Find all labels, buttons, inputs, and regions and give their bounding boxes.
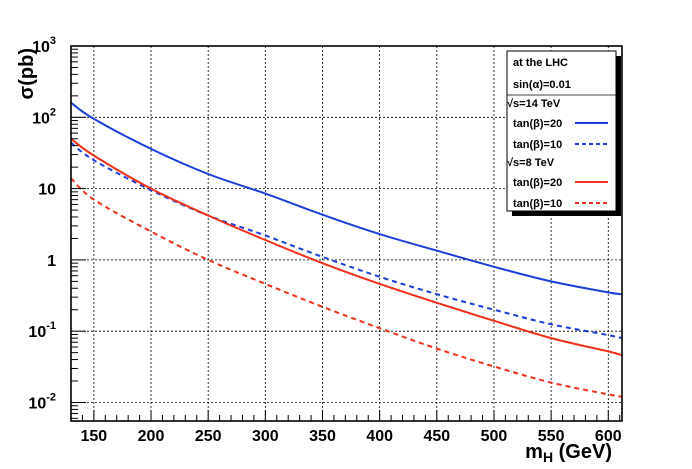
- y-tick-label: 102: [32, 106, 56, 127]
- x-tick-label: 500: [481, 428, 508, 445]
- series-lines: [70, 101, 623, 398]
- grid: [71, 45, 622, 421]
- legend-header-sin-alpha: sin(α)=0.01: [513, 79, 571, 91]
- legend-header-lhc: at the LHC: [513, 57, 568, 69]
- x-tick-label: 300: [252, 428, 279, 445]
- legend: at the LHC sin(α)=0.01 √s=14 TeV tan(β)=…: [506, 50, 621, 216]
- plot-frame: [70, 45, 623, 422]
- series-line-14tev-tanb10: [70, 141, 623, 340]
- legend-box: [506, 50, 617, 212]
- y-axis-title: σ(pb): [16, 48, 38, 99]
- x-tick-label: 150: [81, 428, 108, 445]
- legend-entry-8tev-tanb10: tan(β)=10: [513, 198, 562, 210]
- y-tick-label-base: 10: [28, 324, 46, 341]
- y-tick-label: 10: [38, 182, 56, 199]
- legend-entry-14tev-tanb20: tan(β)=20: [513, 118, 562, 130]
- x-axis-title-subscript: H: [543, 449, 553, 465]
- series-line-8tev-tanb10: [70, 177, 623, 398]
- y-tick-label: 10-2: [28, 391, 56, 412]
- x-tick-label: 600: [595, 428, 622, 445]
- legend-group-8tev: √s=8 TeV: [507, 157, 555, 169]
- x-tick-label: 200: [138, 428, 165, 445]
- y-tick-label-exponent: 3: [50, 35, 56, 47]
- x-tick-label: 450: [423, 428, 450, 445]
- x-tick-label: 350: [309, 428, 336, 445]
- y-tick-label: 10-1: [28, 320, 56, 341]
- x-tick-label: 400: [366, 428, 393, 445]
- legend-entry-8tev-tanb20: tan(β)=20: [513, 177, 562, 189]
- y-tick-label-base: 10: [32, 110, 50, 127]
- series-line-14tev-tanb20: [70, 101, 623, 296]
- series-line-8tev-tanb20: [70, 137, 623, 357]
- y-tick-label-base: 1: [47, 253, 56, 270]
- y-tick-label-base: 10: [32, 39, 50, 56]
- tick-labels: 150 200 250 300 350 400 450 500 550 60010-210-111…: [28, 35, 621, 445]
- y-tick-label: 1: [47, 253, 56, 270]
- y-tick-label-base: 10: [28, 395, 46, 412]
- x-axis-title: mH (GeV): [525, 441, 612, 465]
- x-tick-label: 550: [538, 428, 565, 445]
- y-tick-label-exponent: 2: [50, 106, 56, 118]
- y-tick-label-exponent: -2: [46, 391, 56, 403]
- y-tick-label: 103: [32, 35, 56, 56]
- y-tick-label-base: 10: [38, 182, 56, 199]
- x-axis-title-unit: (GeV): [553, 441, 612, 463]
- legend-group-14tev: √s=14 TeV: [507, 98, 561, 110]
- y-tick-label-exponent: -1: [46, 320, 56, 332]
- legend-entry-14tev-tanb10: tan(β)=10: [513, 139, 562, 151]
- x-tick-label: 250: [195, 428, 222, 445]
- axis-ticks: [71, 45, 621, 421]
